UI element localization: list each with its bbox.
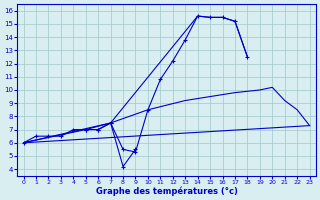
X-axis label: Graphe des températures (°c): Graphe des températures (°c) (96, 186, 237, 196)
